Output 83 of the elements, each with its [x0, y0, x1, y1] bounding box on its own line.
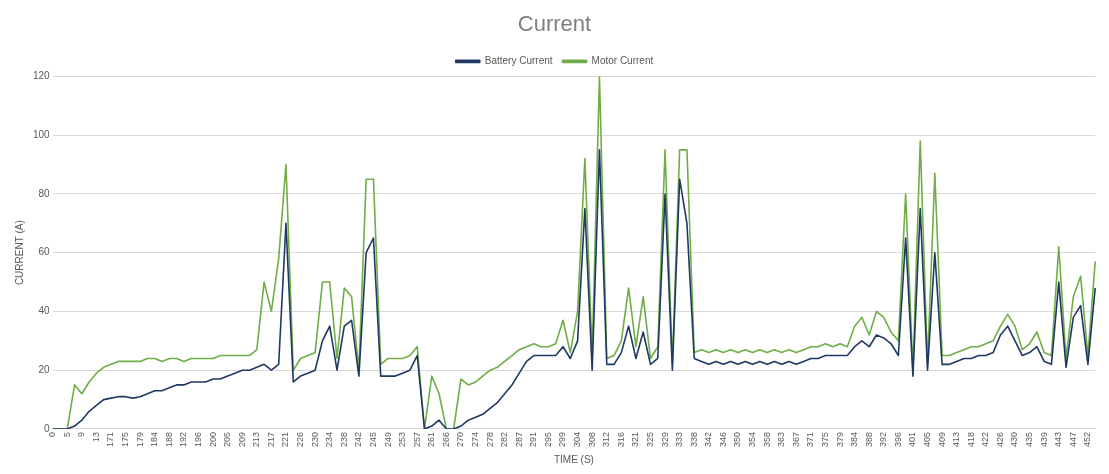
x-tick-label: 430 [1009, 431, 1020, 448]
x-tick-label: 379 [834, 431, 845, 448]
x-tick-label: 304 [572, 431, 583, 448]
x-tick-label: 291 [528, 431, 539, 448]
y-tick-label: 100 [33, 128, 51, 140]
x-tick-label: 447 [1067, 431, 1078, 448]
x-tick-label: 257 [411, 431, 422, 448]
x-tick-label: 358 [761, 431, 772, 448]
x-tick-label: 253 [397, 431, 408, 448]
x-tick-label: 384 [849, 431, 860, 448]
x-axis-title: TIME (S) [553, 453, 594, 465]
x-tick-label: 388 [863, 431, 874, 448]
x-tick-label: 367 [790, 431, 801, 448]
legend-label: Battery Current [484, 55, 553, 67]
x-tick-label: 217 [265, 431, 276, 448]
x-tick-label: 270 [455, 431, 466, 448]
y-tick-label: 40 [38, 305, 51, 317]
x-tick-label: 230 [309, 431, 320, 448]
x-tick-label: 329 [659, 431, 670, 448]
x-tick-label: 175 [120, 431, 131, 448]
x-tick-label: 413 [951, 431, 962, 448]
x-tick-label: 278 [484, 431, 495, 448]
x-tick-label: 234 [324, 431, 335, 448]
x-tick-label: 346 [717, 431, 728, 448]
x-tick-label: 179 [134, 431, 145, 448]
x-tick-label: 226 [295, 431, 306, 448]
x-tick-label: 274 [470, 431, 481, 448]
x-tick-label: 287 [513, 431, 524, 448]
x-tick-label: 5 [61, 431, 72, 437]
x-tick-label: 422 [980, 431, 991, 448]
y-tick-label: 60 [38, 246, 51, 258]
x-tick-label: 261 [426, 431, 437, 448]
x-tick-label: 418 [965, 431, 976, 448]
x-tick-label: 321 [630, 431, 641, 448]
x-tick-label: 299 [557, 431, 568, 448]
x-tick-label: 205 [222, 431, 233, 448]
x-tick-label: 184 [149, 431, 160, 448]
x-tick-label: 9 [76, 431, 87, 437]
x-tick-label: 435 [1024, 431, 1035, 448]
x-tick-label: 338 [688, 431, 699, 448]
x-tick-label: 426 [994, 431, 1005, 448]
y-axis-title: CURRENT (A) [13, 220, 25, 286]
x-tick-label: 392 [878, 431, 889, 448]
x-tick-label: 188 [163, 431, 174, 448]
x-tick-label: 209 [236, 431, 247, 448]
legend-label: Motor Current [591, 55, 654, 67]
chart-title: Current [517, 11, 592, 37]
y-tick-label: 20 [38, 363, 51, 375]
y-tick-label: 80 [38, 187, 51, 199]
x-tick-label: 439 [1038, 431, 1049, 448]
x-tick-label: 242 [353, 431, 364, 448]
x-tick-label: 308 [586, 431, 597, 448]
x-tick-label: 213 [251, 431, 262, 448]
x-tick-label: 350 [732, 431, 743, 448]
x-tick-label: 192 [178, 431, 189, 448]
x-tick-label: 405 [922, 431, 933, 448]
y-tick-label: 120 [33, 70, 51, 82]
x-tick-label: 333 [674, 431, 685, 448]
x-tick-label: 401 [907, 431, 918, 448]
x-tick-label: 312 [601, 431, 612, 448]
x-tick-label: 354 [747, 431, 758, 448]
x-tick-label: 249 [382, 431, 393, 448]
x-tick-label: 443 [1053, 431, 1064, 448]
x-tick-label: 452 [1082, 431, 1093, 448]
x-tick-label: 245 [367, 431, 378, 448]
x-tick-label: 200 [207, 431, 218, 448]
x-tick-label: 371 [805, 431, 816, 448]
x-tick-label: 325 [644, 431, 655, 448]
x-tick-label: 13 [90, 431, 101, 442]
x-tick-label: 282 [499, 431, 510, 448]
x-tick-label: 196 [192, 431, 203, 448]
x-tick-label: 266 [440, 431, 451, 448]
x-tick-label: 0 [47, 431, 58, 437]
x-tick-label: 238 [338, 431, 349, 448]
x-tick-label: 342 [703, 431, 714, 448]
x-tick-label: 396 [892, 431, 903, 448]
x-tick-label: 221 [280, 431, 291, 448]
x-tick-label: 316 [615, 431, 626, 448]
x-tick-label: 295 [542, 431, 553, 448]
x-tick-label: 171 [105, 431, 116, 448]
x-tick-label: 363 [776, 431, 787, 448]
x-tick-label: 409 [936, 431, 947, 448]
x-tick-label: 375 [819, 431, 830, 448]
